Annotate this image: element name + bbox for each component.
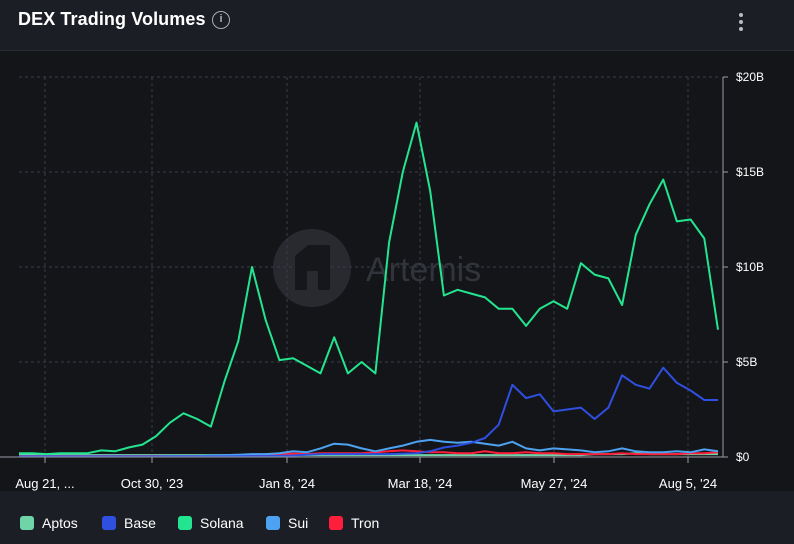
legend-label: Base [124, 515, 156, 531]
legend-swatch [329, 516, 343, 530]
legend-swatch [266, 516, 280, 530]
legend-label: Solana [200, 515, 244, 531]
page-title: DEX Trading Volumes [18, 9, 206, 29]
header-divider [0, 50, 794, 51]
series-line-solana[interactable] [19, 121, 719, 456]
legend-swatch [20, 516, 34, 530]
legend-item-tron[interactable]: Tron [329, 513, 379, 533]
line-chart: Artemis $0 $5B $10B $15B $20B Aug 21, ... Oct … [0, 70, 764, 491]
legend-item-sui[interactable]: Sui [266, 513, 308, 533]
x-tick-label: Jan 8, '24 [259, 476, 315, 491]
legend-swatch [102, 516, 116, 530]
chart-legend: Aptos Base Solana Sui Tron [0, 505, 794, 541]
legend-label: Tron [351, 515, 380, 531]
y-tick-label: $15B [736, 165, 764, 179]
series-line-base[interactable] [19, 366, 718, 458]
chart-area: Artemis $0 $5B $10B $15B $20B Aug 21, ... Oct … [0, 51, 794, 491]
y-tick-label: $20B [736, 70, 764, 84]
watermark: Artemis [273, 229, 481, 307]
y-tick-label: $5B [736, 355, 757, 369]
more-vertical-icon[interactable] [735, 11, 747, 33]
x-tick-label: Aug 21, ... [15, 476, 74, 491]
legend-swatch [178, 516, 192, 530]
x-tick-label: Aug 5, '24 [659, 476, 717, 491]
artemis-logo-mark [295, 245, 330, 290]
x-tick-label: Mar 18, '24 [388, 476, 453, 491]
info-icon[interactable]: i [212, 11, 230, 29]
x-tick-label: May 27, '24 [521, 476, 588, 491]
legend-item-aptos[interactable]: Aptos [20, 513, 78, 533]
x-tick-label: Oct 30, '23 [121, 476, 183, 491]
chart-header: DEX Trading Volumes i [0, 0, 794, 50]
legend-item-base[interactable]: Base [102, 513, 156, 533]
y-tick-label: $10B [736, 260, 764, 274]
legend-label: Aptos [42, 515, 78, 531]
legend-label: Sui [288, 515, 309, 531]
y-tick-label: $0 [736, 450, 750, 464]
legend-item-solana[interactable]: Solana [178, 513, 244, 533]
watermark-text: Artemis [366, 251, 481, 289]
